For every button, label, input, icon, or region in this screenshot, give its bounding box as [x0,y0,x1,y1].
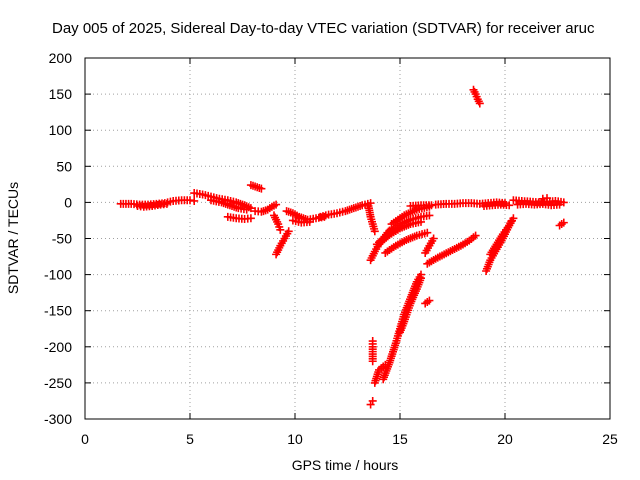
data-point [162,199,171,208]
y-tick-label: -50 [52,231,72,247]
y-tick-label: 0 [64,194,72,210]
y-tick-label: -100 [44,267,72,283]
data-point [425,296,434,305]
data-point [257,184,266,193]
y-tick-labels: -300 -250 -200 -150 -100 -50 0 50 100 150 200 [44,50,72,427]
y-tick-label: 50 [56,158,72,174]
y-axis-label: SDTVAR / TECUs [5,182,21,294]
data-point [555,200,564,209]
data-point [417,274,425,283]
data-point [246,214,255,223]
grid [85,58,610,419]
y-tick-label: 200 [49,50,73,66]
data-point [276,225,285,234]
x-tick-label: 0 [81,431,89,447]
data-point [370,227,379,236]
data-point [425,211,434,220]
data-point [471,231,480,240]
data-point [509,214,518,223]
data-point [559,198,568,207]
data-point [272,200,281,209]
x-tick-label: 10 [287,431,303,447]
data-points [116,85,568,409]
x-tick-label: 25 [602,431,618,447]
y-tick-label: 100 [49,122,73,138]
y-tick-label: -300 [44,411,72,427]
data-point [368,337,377,346]
data-point [559,218,568,227]
data-point [423,228,432,237]
data-point [242,205,251,214]
x-tick-labels: 0 5 10 15 20 25 [81,431,618,447]
data-point [543,194,551,203]
x-tick-label: 5 [186,431,194,447]
data-point [246,204,255,213]
x-tick-label: 20 [497,431,513,447]
data-point [305,217,314,226]
plot-frame [84,57,611,420]
data-point [429,234,438,243]
y-tick-label: -150 [44,303,72,319]
chart-title: Day 005 of 2025, Sidereal Day-to-day VTE… [52,20,595,37]
y-tick-label: 150 [49,86,73,102]
x-axis-label: GPS time / hours [292,457,399,473]
axis-ticks [84,57,611,420]
data-point [190,196,199,205]
data-point [475,99,484,108]
data-point [368,396,377,405]
x-tick-label: 15 [392,431,408,447]
data-point [505,201,514,210]
y-tick-label: -250 [44,375,72,391]
data-point [284,227,293,236]
data-point [417,217,425,226]
y-tick-label: -200 [44,339,72,355]
